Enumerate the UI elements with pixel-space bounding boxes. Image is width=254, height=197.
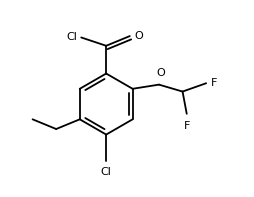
- Text: Cl: Cl: [101, 167, 112, 177]
- Text: F: F: [211, 78, 217, 88]
- Text: F: F: [184, 121, 190, 131]
- Text: O: O: [134, 31, 143, 41]
- Text: O: O: [156, 68, 165, 78]
- Text: Cl: Cl: [66, 33, 77, 43]
